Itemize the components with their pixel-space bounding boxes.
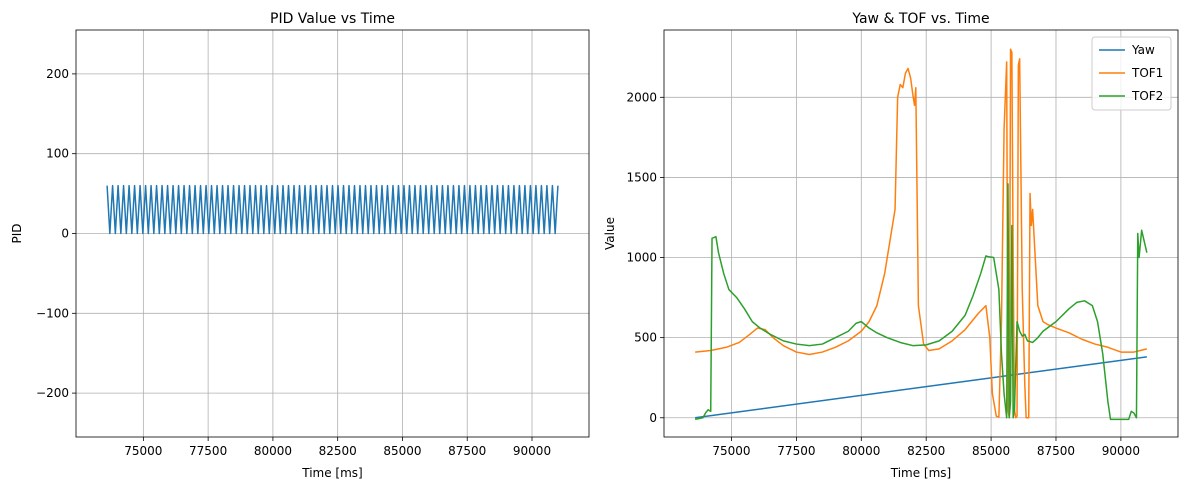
yaw-tof-y-tick-label: 1500: [626, 170, 657, 184]
pid-x-ticks: 75000 77500 80000 82500 85000 87500 90000: [124, 437, 551, 458]
pid-chart-title: PID Value vs Time: [270, 11, 395, 27]
series-line-tof1: [695, 48, 1148, 419]
yaw-tof-plot-frame: [663, 29, 1179, 438]
legend-label-tof1: TOF1: [1131, 66, 1163, 80]
pid-x-tick-label: 85000: [383, 444, 421, 458]
legend-item-yaw: Yaw: [1099, 43, 1155, 57]
pid-x-tick-label: 87500: [448, 444, 486, 458]
yaw-tof-chart: 75000 77500 80000 82500 85000 87500 90000 0 500…: [603, 11, 1179, 480]
pid-x-tick-label: 77500: [189, 444, 227, 458]
yaw-tof-y-tick-label: 0: [649, 411, 657, 425]
pid-x-tick-label: 82500: [319, 444, 357, 458]
legend-box: [1091, 36, 1172, 111]
pid-series-group: [106, 184, 559, 235]
series-line-yaw: [695, 356, 1147, 419]
pid-y-ticks: −200 −100 0 100 200: [36, 67, 76, 400]
pid-y-tick-label: 0: [61, 227, 69, 241]
yaw-tof-x-ticks: 75000 77500 80000 82500 85000 87500 90000: [712, 437, 1140, 458]
legend-item-tof2: TOF2: [1099, 89, 1163, 103]
yaw-tof-y-ticks: 0 500 1000 1500 2000: [626, 90, 664, 425]
pid-x-axis-label: Time [ms]: [301, 466, 363, 480]
yaw-tof-x-tick-label: 87500: [1037, 444, 1075, 458]
pid-y-axis-label: PID: [10, 223, 24, 243]
yaw-tof-y-tick-label: 1000: [626, 251, 657, 265]
yaw-tof-x-tick-label: 75000: [712, 444, 750, 458]
yaw-tof-x-tick-label: 77500: [777, 444, 815, 458]
pid-x-tick-label: 90000: [513, 444, 551, 458]
pid-y-tick-label: 200: [46, 67, 69, 81]
yaw-tof-y-axis-label: Value: [603, 217, 617, 250]
pid-y-tick-label: 100: [46, 147, 69, 161]
yaw-tof-x-tick-label: 80000: [842, 444, 880, 458]
legend-item-tof1: TOF1: [1099, 66, 1163, 80]
yaw-tof-series-group: [694, 48, 1148, 421]
pid-y-tick-label: −200: [36, 386, 69, 400]
legend-label-yaw: Yaw: [1131, 43, 1155, 57]
yaw-tof-chart-title: Yaw & TOF vs. Time: [851, 11, 989, 27]
yaw-tof-y-tick-label: 500: [634, 331, 657, 345]
legend: Yaw TOF1 TOF2: [1091, 36, 1172, 111]
yaw-tof-x-tick-label: 90000: [1102, 444, 1140, 458]
yaw-tof-x-tick-label: 85000: [972, 444, 1010, 458]
pid-chart: 75000 77500 80000 82500 85000 87500 90000 −200…: [10, 11, 590, 480]
pid-grid: [76, 30, 589, 437]
pid-y-tick-label: −100: [36, 306, 69, 320]
pid-x-tick-label: 75000: [124, 444, 162, 458]
series-line-pid: [106, 184, 559, 235]
yaw-tof-x-tick-label: 82500: [907, 444, 945, 458]
legend-label-tof2: TOF2: [1131, 89, 1163, 103]
yaw-tof-x-axis-label: Time [ms]: [890, 466, 952, 480]
series-line-tof2: [694, 183, 1148, 421]
yaw-tof-y-tick-label: 2000: [626, 90, 657, 104]
pid-x-tick-label: 80000: [254, 444, 292, 458]
